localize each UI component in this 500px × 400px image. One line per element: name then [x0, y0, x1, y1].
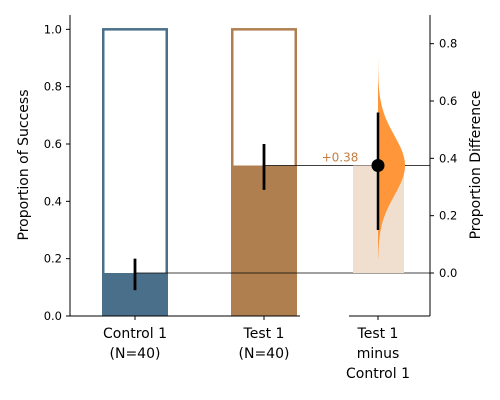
category-label-line: Test 1 [243, 326, 285, 342]
difference-category-label-line: minus [357, 346, 400, 362]
category-label-line: (N=40) [239, 346, 290, 362]
difference-point [371, 159, 385, 172]
right-tick-label: 0.4 [439, 151, 457, 165]
right-tick-label: 0.2 [439, 209, 457, 223]
left-tick-label: 0.4 [44, 194, 62, 208]
difference-category-label: Test 1 minus Control 1 [346, 326, 410, 382]
left-tick-label: 0.8 [44, 80, 62, 94]
proportion-panel: Control 1 (N=40) Test 1 (N=40) 0.0 0.2 0.4 0.6 0… [44, 15, 300, 362]
left-axis-title: Proportion of Success [16, 90, 32, 241]
category-label-line: (N=40) [110, 346, 161, 362]
difference-panel: +0.38 0.0 0.2 0.4 0.6 0.8 Test 1 minus Control 1 [135, 15, 457, 382]
left-tick-label: 1.0 [44, 22, 62, 36]
bar-2 [231, 165, 297, 316]
right-tick-label: 0.0 [439, 266, 457, 280]
left-tick-label: 0.0 [44, 309, 62, 323]
right-axis-title: Proportion Difference [468, 91, 484, 240]
difference-category-label-line: Control 1 [346, 366, 410, 382]
category-label-1: Control 1 (N=40) [103, 326, 167, 362]
right-tick-label: 0.8 [439, 37, 457, 51]
category-label-line: Control 1 [103, 326, 167, 342]
difference-distribution [378, 58, 405, 259]
left-tick-label: 0.6 [44, 137, 62, 151]
difference-annotation: +0.38 [322, 151, 359, 165]
bar-outline-1 [102, 28, 168, 316]
category-label-2: Test 1 (N=40) [239, 326, 290, 362]
right-tick-label: 0.6 [439, 94, 457, 108]
difference-category-label-line: Test 1 [357, 326, 399, 342]
bar-outline-2 [231, 28, 297, 316]
left-tick-label: 0.2 [44, 252, 62, 266]
